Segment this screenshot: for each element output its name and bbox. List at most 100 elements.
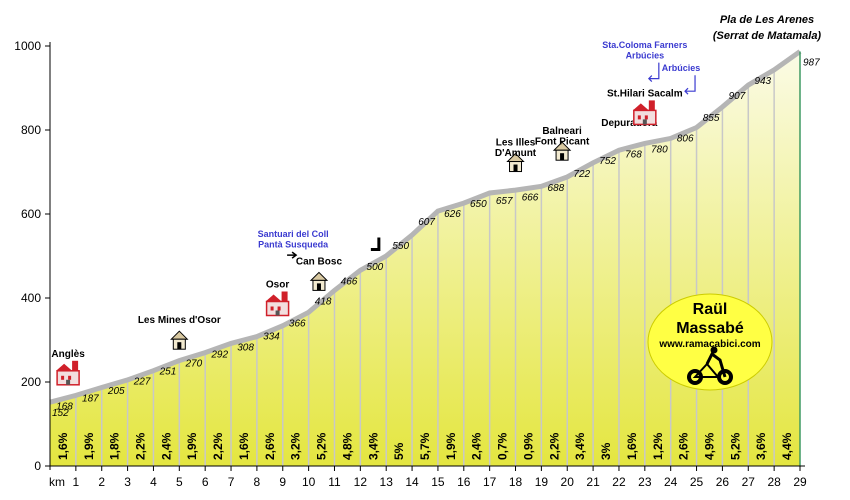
gradient-label: 1,9% xyxy=(185,432,199,460)
gradient-label: 0,9% xyxy=(521,432,535,460)
x-tick-label: 15 xyxy=(431,475,445,489)
elevation-label: 466 xyxy=(341,276,358,287)
axes xyxy=(46,42,805,470)
x-tick-label: 14 xyxy=(405,475,419,489)
house-roof xyxy=(309,271,329,281)
church-door xyxy=(66,379,71,385)
gradient-label: 5% xyxy=(392,442,406,460)
church-window xyxy=(68,375,72,380)
elevation-label: 251 xyxy=(159,367,177,378)
gradient-label: 2,2% xyxy=(547,432,561,460)
x-tick-label: 5 xyxy=(176,475,183,489)
church-tower xyxy=(281,291,288,302)
y-tick-label: 600 xyxy=(21,207,41,221)
x-tick-label: 11 xyxy=(328,475,341,489)
x-tick-label: 17 xyxy=(483,475,497,489)
elevation-label: 292 xyxy=(210,349,228,360)
elevation-label: 308 xyxy=(237,343,254,354)
chart-title: Pla de Les Arenes xyxy=(720,14,814,26)
x-axis-ticks: km 1 2 3 4 5 6 7 8 9 10 11 12 13 14 15 16 17 18 19 20 21 22 23… xyxy=(49,466,807,489)
house-icon xyxy=(170,330,189,350)
elevation-label: 987 xyxy=(803,57,820,68)
elevation-label: 227 xyxy=(133,377,151,388)
x-tick-label: 7 xyxy=(228,475,235,489)
elevation-label: 418 xyxy=(315,296,332,307)
church-window xyxy=(270,306,274,311)
elevation-label: 626 xyxy=(444,209,461,220)
x-tick-label: 28 xyxy=(767,475,781,489)
elevation-label: 688 xyxy=(548,183,565,194)
y-tick-label: 1000 xyxy=(14,39,41,53)
house-door xyxy=(513,164,518,172)
elevation-label: 187 xyxy=(82,393,99,404)
gradient-label: 4,8% xyxy=(340,432,354,460)
house-icon xyxy=(552,141,572,161)
gradient-label: 3,4% xyxy=(366,432,380,460)
place-label: Can Bosc xyxy=(296,256,343,267)
logo-badge xyxy=(647,293,773,391)
cyclist-icon xyxy=(687,346,733,385)
x-tick-label: 25 xyxy=(690,475,704,489)
logo-name-first: Raül xyxy=(693,301,728,318)
gradient-label: 1,9% xyxy=(82,432,96,460)
place-label: Arbúcies xyxy=(626,51,665,61)
gradient-label: 4,4% xyxy=(780,432,794,460)
place-label: Les Mines d'Osor xyxy=(138,315,221,326)
elevation-label: 657 xyxy=(496,196,513,207)
x-tick-label: 23 xyxy=(638,475,652,489)
x-tick-label: 24 xyxy=(664,475,678,489)
x-tick-label: 19 xyxy=(535,475,549,489)
gradient-label: 5,7% xyxy=(418,432,432,460)
church-window xyxy=(61,375,65,380)
church-window xyxy=(277,306,281,311)
elevation-label: 205 xyxy=(107,386,125,397)
x-tick-label: 1 xyxy=(73,475,80,489)
house-roof xyxy=(170,330,189,340)
y-tick-label: 400 xyxy=(21,291,41,305)
x-tick-label: 29 xyxy=(793,475,807,489)
x-tick-label: 8 xyxy=(254,475,261,489)
gradient-label: 2,2% xyxy=(211,432,225,460)
elevation-label: 500 xyxy=(367,262,384,273)
logo-url: www.ramacabici.com xyxy=(658,339,760,350)
church-tower xyxy=(648,100,655,111)
y-tick-label: 200 xyxy=(21,375,41,389)
x-tick-label: 9 xyxy=(279,475,286,489)
church-roof xyxy=(56,363,73,371)
elevation-label: 722 xyxy=(573,169,590,180)
elevation-label: 907 xyxy=(729,91,746,102)
x-tick-label: 6 xyxy=(202,475,209,489)
y-tick-label: 0 xyxy=(34,459,41,473)
place-label: Santuari del Coll xyxy=(258,229,329,239)
house-icon xyxy=(309,271,329,291)
x-tick-label: 26 xyxy=(716,475,730,489)
church-roof xyxy=(632,103,649,111)
place-label: Font Picant xyxy=(535,137,590,148)
elevation-label: 768 xyxy=(625,149,642,160)
gradient-labels: 1,6% 1,9% 1,8% 2,2% 2,4% 1,9% 2,2% 1,6% 2,6% 3,2%… xyxy=(56,432,794,460)
y-tick-label: 800 xyxy=(21,123,41,137)
x-axis-km-label: km xyxy=(49,475,65,489)
church-window xyxy=(637,115,641,120)
x-tick-label: 2 xyxy=(98,475,105,489)
gradient-label: 2,2% xyxy=(134,432,148,460)
place-label: Les Illes xyxy=(496,138,536,149)
place-annotations: Anglès Les Mines d'Osor Osor Santuari del C… xyxy=(51,40,700,386)
x-tick-label: 18 xyxy=(509,475,523,489)
place-label: Anglès xyxy=(51,349,85,360)
church-roof xyxy=(265,294,282,302)
place-label: Osor xyxy=(266,280,289,291)
gradient-label: 3,4% xyxy=(573,432,587,460)
church-icon xyxy=(632,100,657,126)
elevation-label: 550 xyxy=(392,241,409,252)
house-door xyxy=(316,283,321,291)
elevation-label: 666 xyxy=(522,192,539,203)
gradient-label: 2,4% xyxy=(470,432,484,460)
x-tick-label: 12 xyxy=(354,475,368,489)
elevation-label: 270 xyxy=(184,359,202,370)
gradient-label: 1,6% xyxy=(237,432,251,460)
elevation-label: 366 xyxy=(289,318,306,329)
elevation-label: 943 xyxy=(754,76,771,87)
elevation-label: 650 xyxy=(470,199,487,210)
